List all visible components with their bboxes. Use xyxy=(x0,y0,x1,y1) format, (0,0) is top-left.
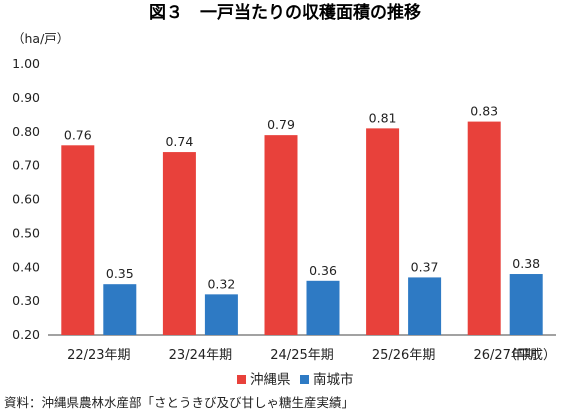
y-tick-label: 0.90 xyxy=(12,90,40,105)
data-label: 0.32 xyxy=(207,276,235,291)
legend-swatch xyxy=(237,375,246,384)
y-tick-label: 0.80 xyxy=(12,124,40,139)
legend-swatch xyxy=(300,375,309,384)
bar xyxy=(306,280,340,335)
bar xyxy=(61,145,95,335)
y-tick-label: 0.50 xyxy=(12,225,40,240)
data-label: 0.79 xyxy=(267,117,295,132)
legend-label: 南城市 xyxy=(313,371,354,388)
data-label: 0.76 xyxy=(64,127,92,142)
x-tick-label: 22/23年期 xyxy=(67,348,130,363)
data-label: 0.83 xyxy=(470,104,498,119)
bar xyxy=(366,128,400,335)
y-tick-label: 0.60 xyxy=(12,192,40,207)
data-label: 0.36 xyxy=(309,263,337,278)
x-tick-label: 25/26年期 xyxy=(372,348,435,363)
y-tick-label: 0.40 xyxy=(12,259,40,274)
data-label: 0.74 xyxy=(165,134,193,149)
y-tick-label: 0.30 xyxy=(12,293,40,308)
bar xyxy=(509,274,543,335)
bar xyxy=(204,294,238,335)
data-label: 0.35 xyxy=(106,266,134,281)
legend: 沖縄県 南城市 xyxy=(237,371,354,388)
bars: 0.76 0.35 22/23年期 0.74 0.32 23/24年期 0.79 0.36 24… xyxy=(61,104,543,363)
axes: 0.20 0.30 0.40 0.50 0.60 0.70 0.80 0.90 1.00 xyxy=(12,56,556,342)
bar xyxy=(467,121,501,336)
x-tick-label: 26/27年期 xyxy=(473,348,536,363)
y-axis-unit: （ha/戸） xyxy=(12,31,69,46)
x-tick-label: 24/25年期 xyxy=(270,348,333,363)
bar xyxy=(162,152,196,335)
y-tick-label: 0.70 xyxy=(12,158,40,173)
x-tick-label: 23/24年期 xyxy=(169,348,232,363)
bar xyxy=(264,135,298,335)
era-label: （平成） xyxy=(504,348,556,363)
y-tick-label: 1.00 xyxy=(12,56,40,71)
data-label: 0.38 xyxy=(512,256,540,271)
data-label: 0.81 xyxy=(369,110,397,125)
source-note: 資料：沖縄県農林水産部「さとうきび及び甘しゃ糖生産実績」 xyxy=(4,395,354,410)
chart-title: 図３ 一戸当たりの収穫面積の推移 xyxy=(149,2,421,23)
data-label: 0.37 xyxy=(411,259,439,274)
bar xyxy=(408,277,442,335)
legend-label: 沖縄県 xyxy=(250,372,291,388)
bar xyxy=(103,284,137,335)
y-tick-label: 0.20 xyxy=(12,327,40,342)
